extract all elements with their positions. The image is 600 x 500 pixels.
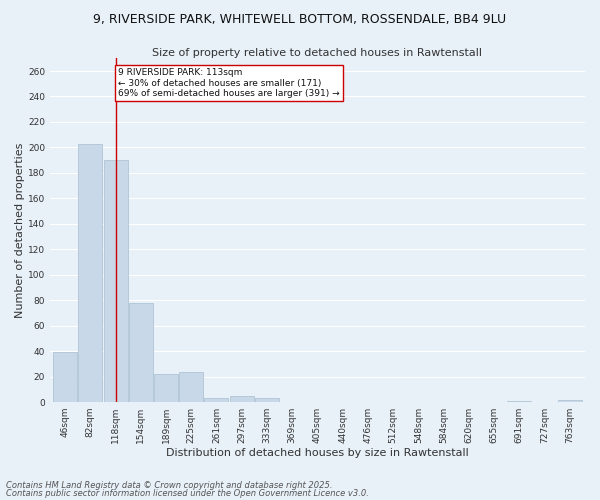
Bar <box>78 144 102 402</box>
Text: Contains HM Land Registry data © Crown copyright and database right 2025.: Contains HM Land Registry data © Crown c… <box>6 481 332 490</box>
Bar <box>53 352 77 402</box>
Bar <box>154 374 178 402</box>
Bar <box>205 398 229 402</box>
Text: 9 RIVERSIDE PARK: 113sqm
← 30% of detached houses are smaller (171)
69% of semi-: 9 RIVERSIDE PARK: 113sqm ← 30% of detach… <box>118 68 340 98</box>
Bar <box>230 396 254 402</box>
Bar <box>104 160 128 402</box>
Y-axis label: Number of detached properties: Number of detached properties <box>15 142 25 318</box>
Bar <box>558 400 582 402</box>
Bar <box>255 398 279 402</box>
X-axis label: Distribution of detached houses by size in Rawtenstall: Distribution of detached houses by size … <box>166 448 469 458</box>
Bar <box>129 303 153 402</box>
Text: 9, RIVERSIDE PARK, WHITEWELL BOTTOM, ROSSENDALE, BB4 9LU: 9, RIVERSIDE PARK, WHITEWELL BOTTOM, ROS… <box>94 12 506 26</box>
Bar <box>508 401 532 402</box>
Text: Contains public sector information licensed under the Open Government Licence v3: Contains public sector information licen… <box>6 488 369 498</box>
Title: Size of property relative to detached houses in Rawtenstall: Size of property relative to detached ho… <box>152 48 482 58</box>
Bar <box>179 372 203 402</box>
